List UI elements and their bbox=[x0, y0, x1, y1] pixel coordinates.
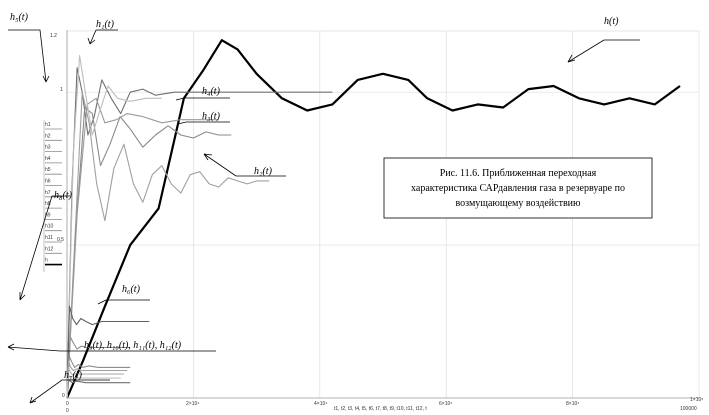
legend-label-h6: h6 bbox=[45, 179, 51, 185]
series-group bbox=[65, 39, 681, 399]
series-h8-line bbox=[66, 336, 131, 399]
caption-line-1: Рис. 11.6. Приближенная переходная bbox=[440, 168, 597, 179]
legend-label-h10: h10 bbox=[45, 224, 54, 230]
series-h1-line bbox=[66, 67, 333, 399]
legend-label-h8: h8 bbox=[45, 201, 51, 207]
legend-label-h: h bbox=[45, 258, 48, 264]
caption-line-3: возмущающему воздействию bbox=[455, 198, 581, 209]
x-tick-0: 0 bbox=[66, 401, 69, 407]
legend-label-h11: h11 bbox=[45, 235, 53, 241]
annot-h: h(t) bbox=[604, 16, 619, 27]
caption-line-2: характеристика САРдавления газа в резерв… bbox=[411, 183, 625, 194]
legend-label-h12: h12 bbox=[45, 246, 54, 252]
axes bbox=[66, 30, 699, 399]
legend-label-h5: h5 bbox=[45, 167, 51, 173]
annot-h6: h₆(t) bbox=[122, 284, 141, 295]
x-start-label: 0 bbox=[66, 408, 69, 414]
annot-h2: h₂(t) bbox=[254, 166, 273, 177]
series-h11-line bbox=[66, 366, 124, 399]
y-tick-0.5: 0.5 bbox=[57, 237, 64, 243]
arrow-h5 bbox=[8, 29, 50, 83]
arrow-h1 bbox=[87, 29, 118, 45]
series-h3-line bbox=[66, 106, 232, 399]
series-h2-line bbox=[66, 91, 270, 399]
y-tick-1.2: 1.2 bbox=[50, 33, 57, 39]
annotation-arrows bbox=[7, 29, 640, 404]
x-tick-4e4: 4×10⁴ bbox=[314, 401, 327, 407]
series-h5-line bbox=[66, 54, 162, 399]
arrow-h-line bbox=[567, 39, 640, 63]
arrow-h4 bbox=[175, 97, 230, 101]
arrow-h8 bbox=[19, 195, 70, 301]
annot-h7: h₇(t) bbox=[64, 370, 83, 381]
annot-h8: h₈(t) bbox=[54, 190, 73, 201]
series-h7-line bbox=[66, 379, 131, 399]
caption-box bbox=[383, 157, 653, 219]
legend-label-h2: h2 bbox=[45, 133, 51, 139]
legend-label-h4: h4 bbox=[45, 156, 51, 162]
series-h12-line bbox=[66, 372, 121, 399]
x-tick-2e4: 2×10⁴ bbox=[186, 401, 199, 407]
legend-label-h9: h9 bbox=[45, 212, 51, 218]
annot-h9-h12: h₉(t), h₁₀(t), h₁₁(t), h₁₂(t) bbox=[84, 340, 182, 351]
legend-label-h3: h3 bbox=[45, 145, 51, 151]
annot-h3: h₃(t) bbox=[202, 111, 221, 122]
series-h9-line bbox=[66, 354, 131, 399]
series-h10-line bbox=[66, 360, 127, 399]
x-tick-8e4: 8×10⁴ bbox=[566, 401, 579, 407]
annot-h4: h₄(t) bbox=[202, 86, 221, 97]
series-h4-line bbox=[66, 97, 219, 399]
legend: h1 h2 h3 h4 h5 h6 h7 h8 h9 h10 h11 h12 h bbox=[43, 120, 62, 272]
annot-h1: h₁(t) bbox=[96, 19, 115, 30]
x-end-label: 100000 bbox=[680, 406, 697, 412]
arrow-h-head bbox=[567, 54, 576, 63]
legend-label-h7: h7 bbox=[45, 190, 51, 196]
arrow-h7 bbox=[29, 379, 110, 404]
series-h-line bbox=[65, 39, 681, 399]
y-tick-1: 1 bbox=[60, 87, 63, 93]
arrow-h3 bbox=[177, 121, 230, 125]
legend-label-h1: h1 bbox=[45, 122, 51, 128]
arrow-h9-12 bbox=[7, 343, 216, 352]
arrow-h6 bbox=[97, 299, 150, 305]
y-tick-0: 0 bbox=[62, 393, 65, 399]
x-axis-label: t1, t2, t3, t4, t5, t6, t7, t8, t9, t10,… bbox=[334, 406, 427, 412]
arrow-h2 bbox=[203, 153, 286, 177]
series-h6-line bbox=[66, 305, 150, 399]
x-tick-6e4: 6×10⁴ bbox=[439, 401, 452, 407]
annot-h5: h₅(t) bbox=[10, 12, 29, 23]
x-tick-1e5: 1×10⁵ bbox=[690, 397, 703, 403]
